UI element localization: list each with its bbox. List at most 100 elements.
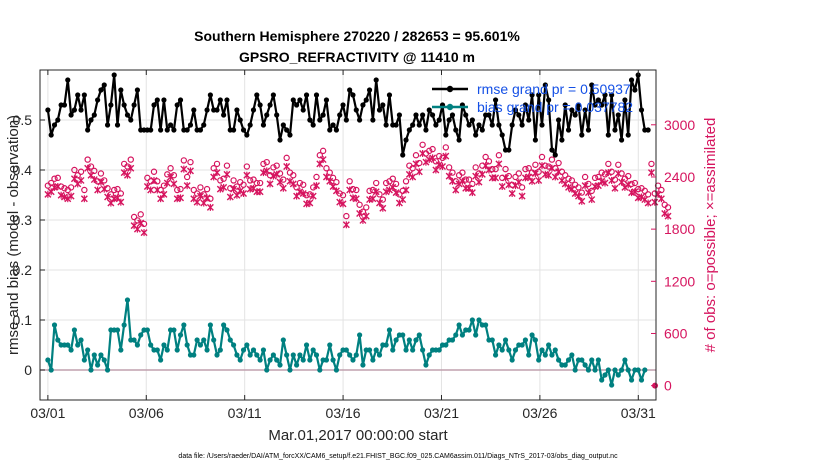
rmse-point [61,102,68,108]
rmse-point [519,122,525,128]
obs-possible-point [273,162,280,169]
obs-possible-point [220,175,227,182]
rmse-point [446,117,452,123]
obs-assimilated-point [515,178,523,186]
bias-point [579,357,585,363]
bias-point [144,327,150,333]
bias-point [134,342,141,348]
bias-point [260,347,267,353]
rmse-point [75,92,81,98]
bias-point [360,362,366,368]
y-axis-ticks: 0 0.1 0.2 0.3 0.4 0.5 [13,112,45,378]
rmse-point [512,107,519,113]
obs-assimilated-point [47,188,55,196]
bias-point [618,367,625,373]
obs-possible-point [412,152,420,159]
rmse-point [108,102,114,108]
obs-possible-point [429,145,436,153]
bias-point [85,347,91,353]
obs-assimilated-point [167,173,175,181]
obs-possible-point [101,177,108,184]
rmse-point [516,112,522,118]
bias-point [386,327,393,333]
obs-possible-point [502,165,509,173]
rmse-point [297,97,303,103]
obs-possible-point [482,153,489,161]
bias-point [496,342,502,348]
rmse-point [612,127,618,133]
rmse-point [184,127,190,133]
bias-point [420,347,426,353]
bias-point [426,352,432,358]
obs-assimilated-point [140,229,148,237]
obs-possible-point [625,172,632,180]
rmse-point [572,112,578,118]
bias-point [562,362,568,368]
bias-point [459,332,466,338]
obs-possible-point [363,204,370,211]
obs-assimilated-point [180,165,188,173]
rmse-point [565,127,572,133]
obs-assimilated-point [200,199,208,207]
bias-point [443,342,449,348]
bias-point [552,347,558,353]
obs-assimilated-point [415,168,423,176]
rmse-point [48,132,54,138]
rmse-point [158,127,164,133]
obs-assimilated-point [478,170,486,178]
bias-point [91,352,97,358]
bias-point [492,352,499,358]
obs-possible-point [658,186,665,194]
obs-assimilated-point [584,189,592,197]
obs-possible-point [256,179,264,187]
obs-possible-point [180,157,188,164]
bias-point [549,352,555,358]
bias-point [280,337,286,343]
bias-point [224,327,230,333]
rmse-point [267,102,273,108]
rmse-point [287,132,293,138]
rmse-point [363,97,369,103]
obs-possible-point [376,191,383,198]
obs-possible-point [316,152,324,159]
rmse-point [562,102,568,108]
rmse-point [423,127,429,133]
obs-possible-point [389,175,396,182]
bias-point [214,352,220,358]
obs-possible-point [110,186,118,194]
bias-point [337,352,343,358]
legend-rmse-marker [446,85,454,93]
obs-assimilated-point [362,212,370,220]
obs-possible-point [339,192,347,199]
obs-possible-point [469,180,476,188]
obs-possible-point [608,168,615,175]
obs-possible-point [157,186,164,194]
obs-possible-point [465,176,473,183]
bias-point [274,357,280,363]
rmse-series [45,72,651,158]
bias-point [330,357,336,363]
rmse-point [161,97,167,103]
obs-assimilated-point [339,200,347,208]
bias-point [506,347,512,353]
bias-point [569,352,575,358]
rmse-point [95,97,101,103]
bias-point [204,347,210,353]
obs-assimilated-point [664,212,672,220]
obs-assimilated-point [458,177,466,185]
rmse-point [559,137,565,143]
obs-possible-point [174,186,181,194]
obs-possible-point [356,201,363,208]
rmse-point [317,117,323,123]
obs-assimilated-point [220,183,228,191]
rmse-point [310,122,316,128]
bias-point [161,342,167,348]
obs-possible-point [442,144,450,151]
rmse-point [529,92,535,98]
obs-assimilated-point [588,196,596,204]
rmse-point [429,112,436,118]
obs-possible-point [306,191,314,198]
rmse-point [542,82,548,88]
bias-point [625,367,631,373]
obs-possible-point [84,156,91,163]
